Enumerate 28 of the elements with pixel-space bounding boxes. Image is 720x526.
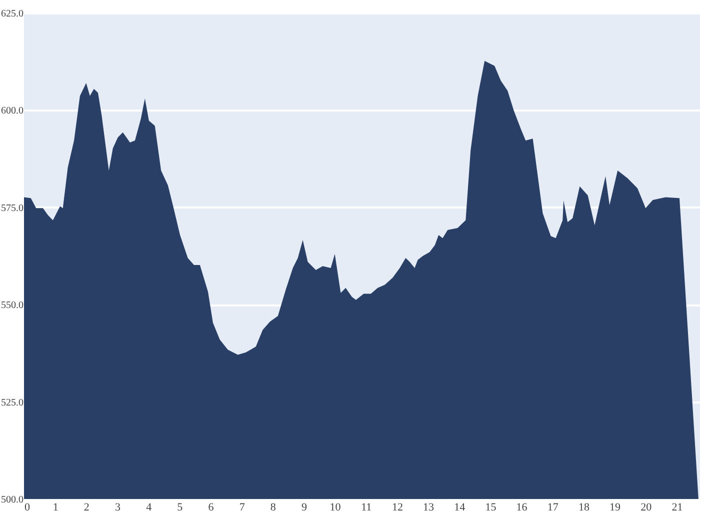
x-tick-label: 18 xyxy=(578,502,590,514)
x-tick-label: 9 xyxy=(301,502,308,514)
x-tick-label: 0 xyxy=(24,502,30,514)
x-tick-label: 20 xyxy=(640,502,652,514)
x-tick-label: 14 xyxy=(454,502,466,514)
y-tick-label: 525.0 xyxy=(1,397,24,408)
x-tick-label: 6 xyxy=(208,502,214,514)
x-tick-label: 11 xyxy=(361,502,372,514)
y-tick-label: 550.0 xyxy=(1,300,24,312)
x-tick-label: 2 xyxy=(84,502,90,514)
y-tick-label: 625.0 xyxy=(1,8,24,20)
x-tick-label: 5 xyxy=(177,502,184,514)
x-tick-label: 21 xyxy=(672,502,683,514)
x-tick-label: 4 xyxy=(146,502,152,514)
y-tick-label: 575.0 xyxy=(1,202,24,214)
x-tick-label: 8 xyxy=(270,502,276,514)
x-tick-label: 7 xyxy=(239,502,246,514)
x-tick-label: 15 xyxy=(485,502,497,514)
y-tick-label: 500.0 xyxy=(1,494,24,506)
x-tick-label: 16 xyxy=(516,502,528,514)
x-tick-label: 17 xyxy=(547,502,559,514)
x-tick-label: 1 xyxy=(52,502,58,514)
x-tick-label: 13 xyxy=(423,502,435,514)
y-tick-label: 600.0 xyxy=(1,106,24,117)
x-tick-label: 12 xyxy=(392,502,403,514)
x-tick-label: 19 xyxy=(610,502,622,514)
x-tick-label: 3 xyxy=(114,502,121,514)
x-tick-label: 10 xyxy=(330,502,342,514)
